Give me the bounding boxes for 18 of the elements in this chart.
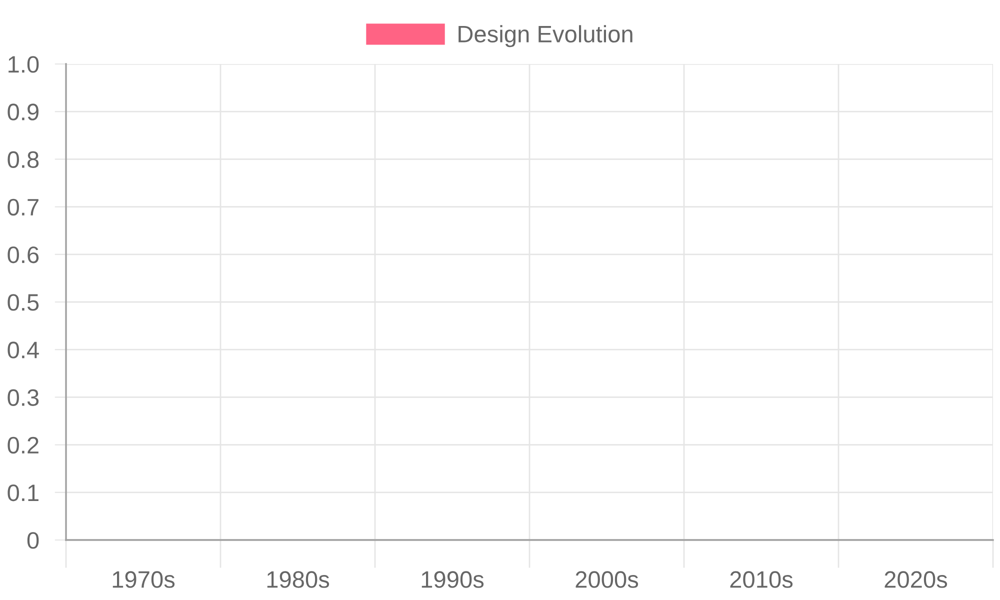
y-tick-label: 0.1 xyxy=(8,484,38,502)
y-tick-label: 0.8 xyxy=(8,151,39,168)
y-tick-label: 0.2 xyxy=(8,436,38,454)
x-tick-label: 1980s xyxy=(267,571,330,588)
x-tick-label: 1990s xyxy=(422,571,484,588)
x-tick-label: 1970s xyxy=(112,571,175,588)
y-tick-label: 1.0 xyxy=(8,56,39,73)
y-tick-label: 0 xyxy=(27,532,39,549)
x-tick-label: 2010s xyxy=(730,571,793,588)
y-tick-label: 0.9 xyxy=(8,104,38,120)
y-tick-label: 0.3 xyxy=(8,389,39,406)
legend-label: Design Evolution xyxy=(458,25,632,48)
x-tick-label: 2020s xyxy=(884,571,948,588)
y-tick-label: 0.4 xyxy=(8,342,39,358)
y-tick-label: 0.5 xyxy=(8,294,39,311)
y-tick-label: 0.6 xyxy=(8,246,39,264)
y-tick-label: 0.7 xyxy=(8,198,38,216)
x-tick-label: 2000s xyxy=(576,571,638,588)
